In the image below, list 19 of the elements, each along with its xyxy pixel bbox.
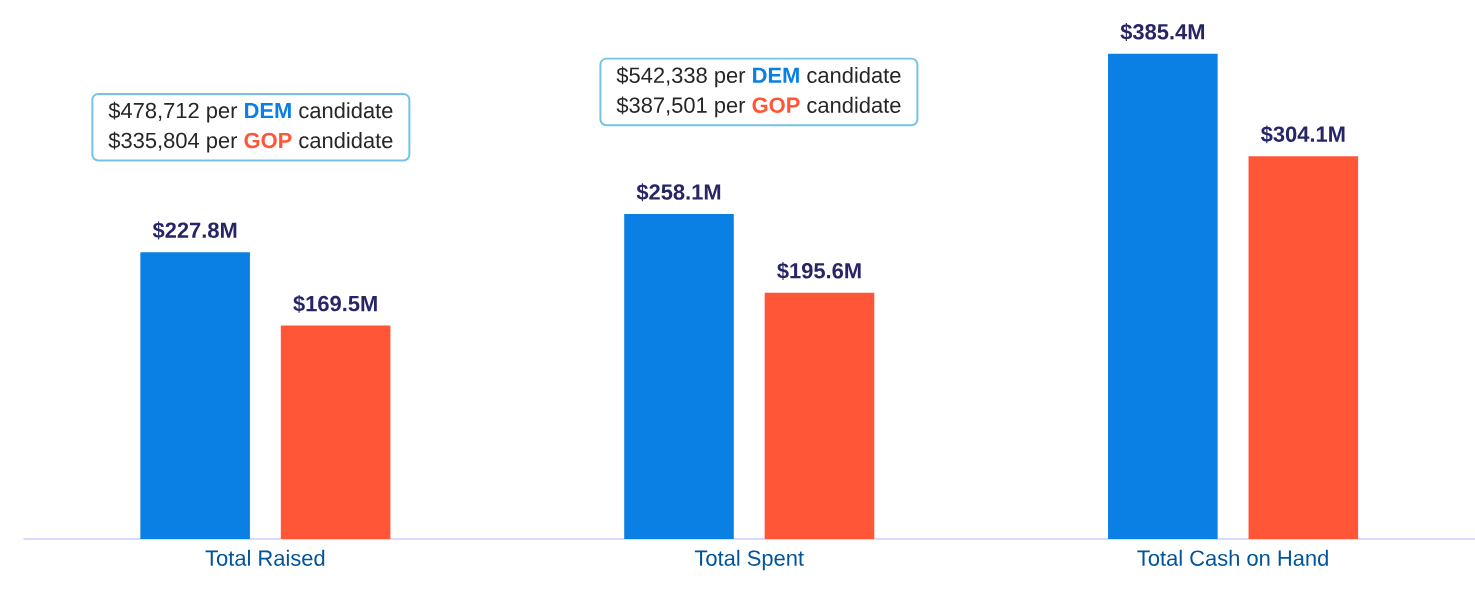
bar bbox=[764, 292, 875, 540]
data-label: $195.6M bbox=[777, 262, 861, 281]
data-label: $169.5M bbox=[293, 294, 377, 313]
annotation: $542,338 per DEM candidate bbox=[616, 66, 901, 88]
bar bbox=[140, 252, 250, 540]
bar bbox=[1108, 53, 1218, 540]
bar bbox=[1248, 156, 1359, 540]
data-label: $385.4M bbox=[1120, 23, 1205, 42]
bar bbox=[280, 325, 391, 540]
data-label: $304.1M bbox=[1260, 125, 1345, 144]
data-label: $227.8M bbox=[152, 221, 237, 240]
x-tick-label: Total Cash on Hand bbox=[1137, 549, 1328, 567]
bar bbox=[624, 214, 734, 540]
annotation: $387,501 per GOP candidate bbox=[616, 96, 901, 118]
data-label: $258.1M bbox=[636, 183, 721, 202]
annotation: $478,712 per DEM candidate bbox=[108, 101, 393, 123]
x-tick-label: Total Raised bbox=[205, 549, 325, 567]
x-tick-label: Total Spent bbox=[694, 549, 804, 571]
annotation: $335,804 per GOP candidate bbox=[108, 131, 393, 153]
